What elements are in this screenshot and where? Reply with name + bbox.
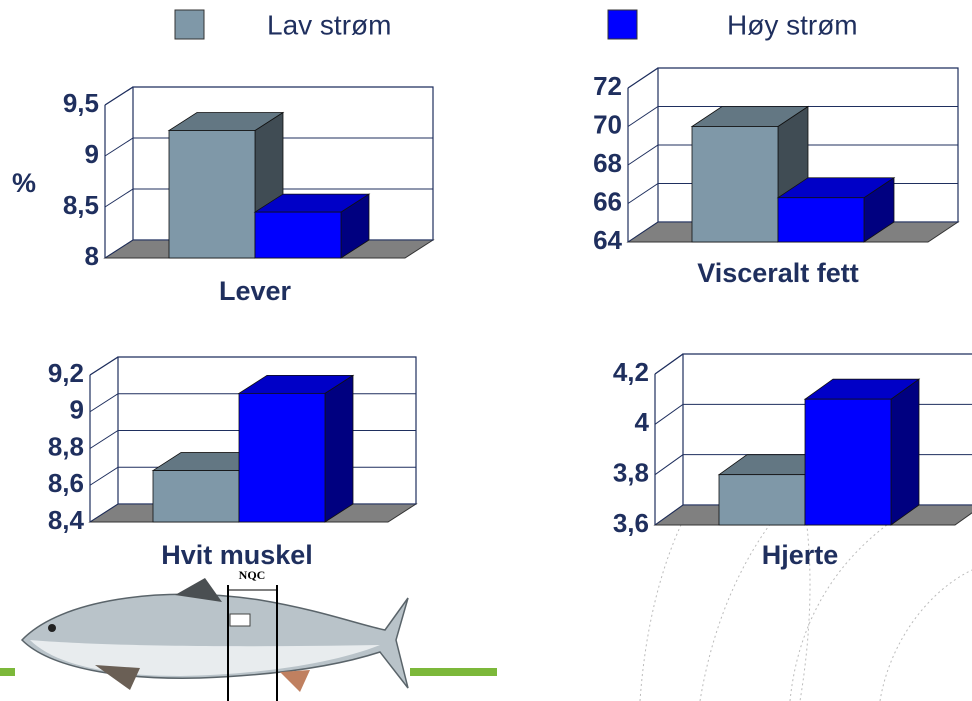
y-tick-label: 8 — [85, 241, 99, 271]
bar — [152, 470, 240, 523]
y-tick-label: 9 — [70, 395, 84, 425]
green-bar — [0, 668, 15, 676]
chart: 64 66 68 70 72 Visceralt fett — [593, 67, 960, 288]
y-tick-label: 9 — [85, 139, 99, 169]
arc — [789, 479, 972, 701]
bar-side — [890, 378, 920, 526]
y-tick-label: 64 — [593, 225, 622, 255]
bar — [804, 398, 892, 526]
legend-label: Lav strøm — [267, 9, 391, 40]
y-tick-label: 8,5 — [63, 190, 99, 220]
arc — [769, 399, 811, 701]
y-tick-label: 9,5 — [63, 88, 99, 118]
y-axis-label: % — [12, 168, 36, 198]
bar — [168, 130, 256, 259]
grid-line — [104, 188, 433, 208]
arc — [879, 569, 972, 701]
grid-line — [627, 144, 958, 166]
fish-figure: NQC — [0, 568, 497, 701]
green-bar — [410, 668, 497, 676]
chart-title: Hjerte — [762, 540, 839, 570]
y-tick-label: 68 — [593, 148, 622, 178]
y-tick-label: 66 — [593, 186, 622, 216]
fish-eye — [48, 624, 56, 632]
y-tick-label: 4,2 — [613, 357, 649, 387]
grid-line — [104, 86, 433, 106]
legend-swatch — [607, 9, 638, 40]
y-tick-label: 72 — [593, 71, 622, 101]
grid-line — [627, 106, 958, 127]
y-tick-label: 8,4 — [48, 505, 85, 535]
legend-swatch — [174, 9, 205, 40]
fish-fin — [280, 670, 310, 692]
chart-title: Hvit muskel — [161, 540, 313, 570]
grid-line — [89, 356, 416, 376]
grid-line — [104, 137, 433, 157]
bar — [777, 197, 865, 243]
legend-label: Høy strøm — [727, 9, 858, 40]
chart: 3,6 3,8 4 4,2 Hjerte — [613, 353, 972, 570]
bar — [238, 392, 326, 523]
bar-side — [324, 374, 354, 523]
figure-label: NQC — [239, 568, 266, 582]
fish-fin — [95, 665, 140, 690]
y-tick-label: 4 — [635, 407, 650, 437]
chart-title: Lever — [219, 276, 292, 306]
bar — [691, 126, 779, 243]
bar — [718, 474, 806, 526]
charts: 8 8,5 9 9,5 Lever% 64 66 68 70 72 Visceralt fett 8,… — [12, 67, 972, 570]
y-tick-label: 9,2 — [48, 358, 84, 388]
chart-title: Visceralt fett — [697, 258, 859, 288]
grid-line — [654, 353, 972, 375]
y-tick-label: 3,8 — [613, 458, 649, 488]
y-tick-label: 3,6 — [613, 508, 649, 538]
grid-line — [627, 67, 958, 89]
chart: 8 8,5 9 9,5 Lever% — [12, 86, 435, 306]
y-tick-label: 70 — [593, 109, 622, 139]
y-tick-label: 8,8 — [48, 431, 84, 461]
fish-fin — [175, 578, 222, 602]
y-tick-label: 8,6 — [48, 468, 84, 498]
chart: 8,4 8,6 8,8 9 9,2 Hvit muskel — [48, 356, 418, 570]
bar — [254, 211, 342, 259]
sample-mark — [229, 613, 251, 627]
